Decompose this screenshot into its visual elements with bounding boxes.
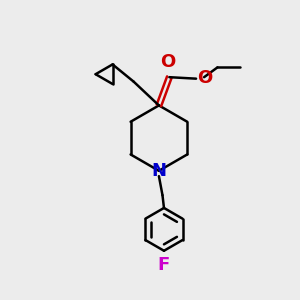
Text: N: N [152, 162, 166, 180]
Text: F: F [158, 256, 170, 274]
Text: O: O [197, 69, 212, 87]
Text: O: O [160, 52, 176, 70]
